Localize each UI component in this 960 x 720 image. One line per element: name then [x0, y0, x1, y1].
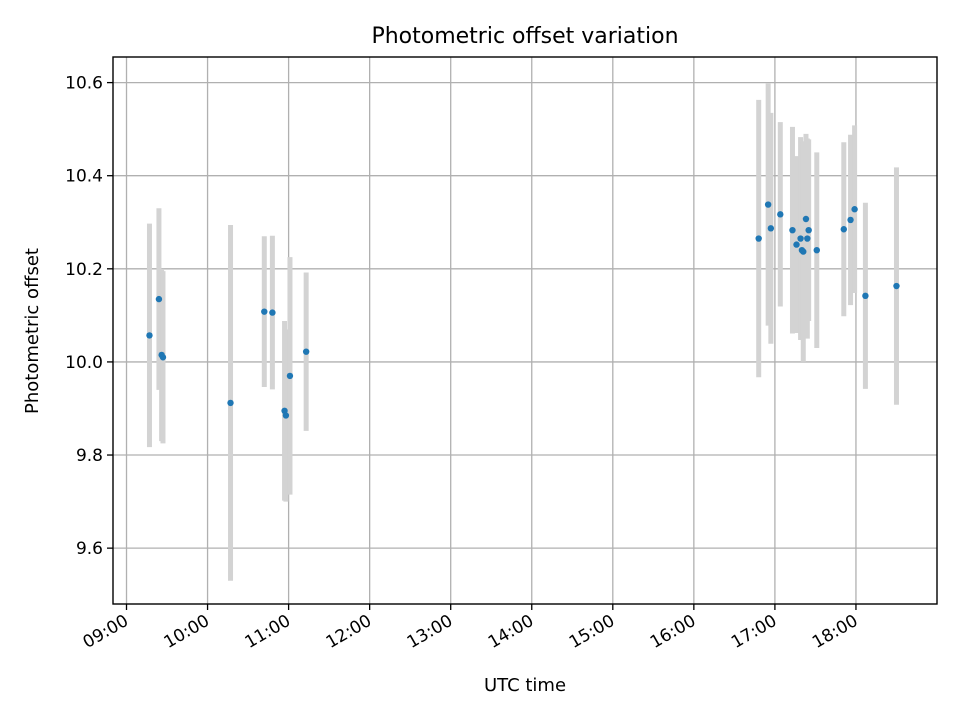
- data-point: [282, 412, 290, 419]
- data-point: [302, 348, 310, 355]
- data-point: [227, 399, 234, 407]
- data-point: [804, 235, 811, 242]
- y-tick-label: 9.6: [76, 539, 103, 559]
- data-point: [805, 226, 812, 234]
- y-tick-label: 10.4: [65, 167, 103, 187]
- data-point: [813, 246, 820, 254]
- data-points: [146, 201, 900, 419]
- data-point: [755, 235, 762, 242]
- data-point: [797, 235, 804, 242]
- plot-frame: [112, 56, 938, 605]
- data-point: [840, 226, 847, 233]
- data-point: [146, 332, 153, 339]
- chart-title: Photometric offset variation: [371, 24, 678, 49]
- data-point: [764, 201, 772, 208]
- y-tick-label: 10.6: [65, 74, 103, 94]
- y-tick-label: 10.0: [65, 353, 103, 373]
- data-point: [269, 309, 276, 316]
- data-point: [847, 216, 854, 224]
- data-point: [155, 295, 163, 303]
- data-point: [893, 282, 900, 290]
- y-axis-label: Photometric offset: [22, 248, 43, 414]
- data-point: [800, 248, 807, 255]
- data-point: [286, 372, 294, 380]
- data-point: [802, 215, 810, 223]
- data-point: [851, 206, 858, 213]
- data-point: [777, 211, 784, 218]
- data-point: [261, 308, 268, 315]
- y-tick-label: 10.2: [65, 260, 103, 280]
- y-tick-label: 9.8: [76, 446, 103, 466]
- x-axis-label: UTC time: [484, 675, 566, 696]
- data-point: [159, 354, 167, 361]
- data-point: [789, 226, 796, 234]
- data-point: [767, 225, 775, 232]
- data-point: [793, 241, 800, 248]
- data-point: [862, 292, 869, 300]
